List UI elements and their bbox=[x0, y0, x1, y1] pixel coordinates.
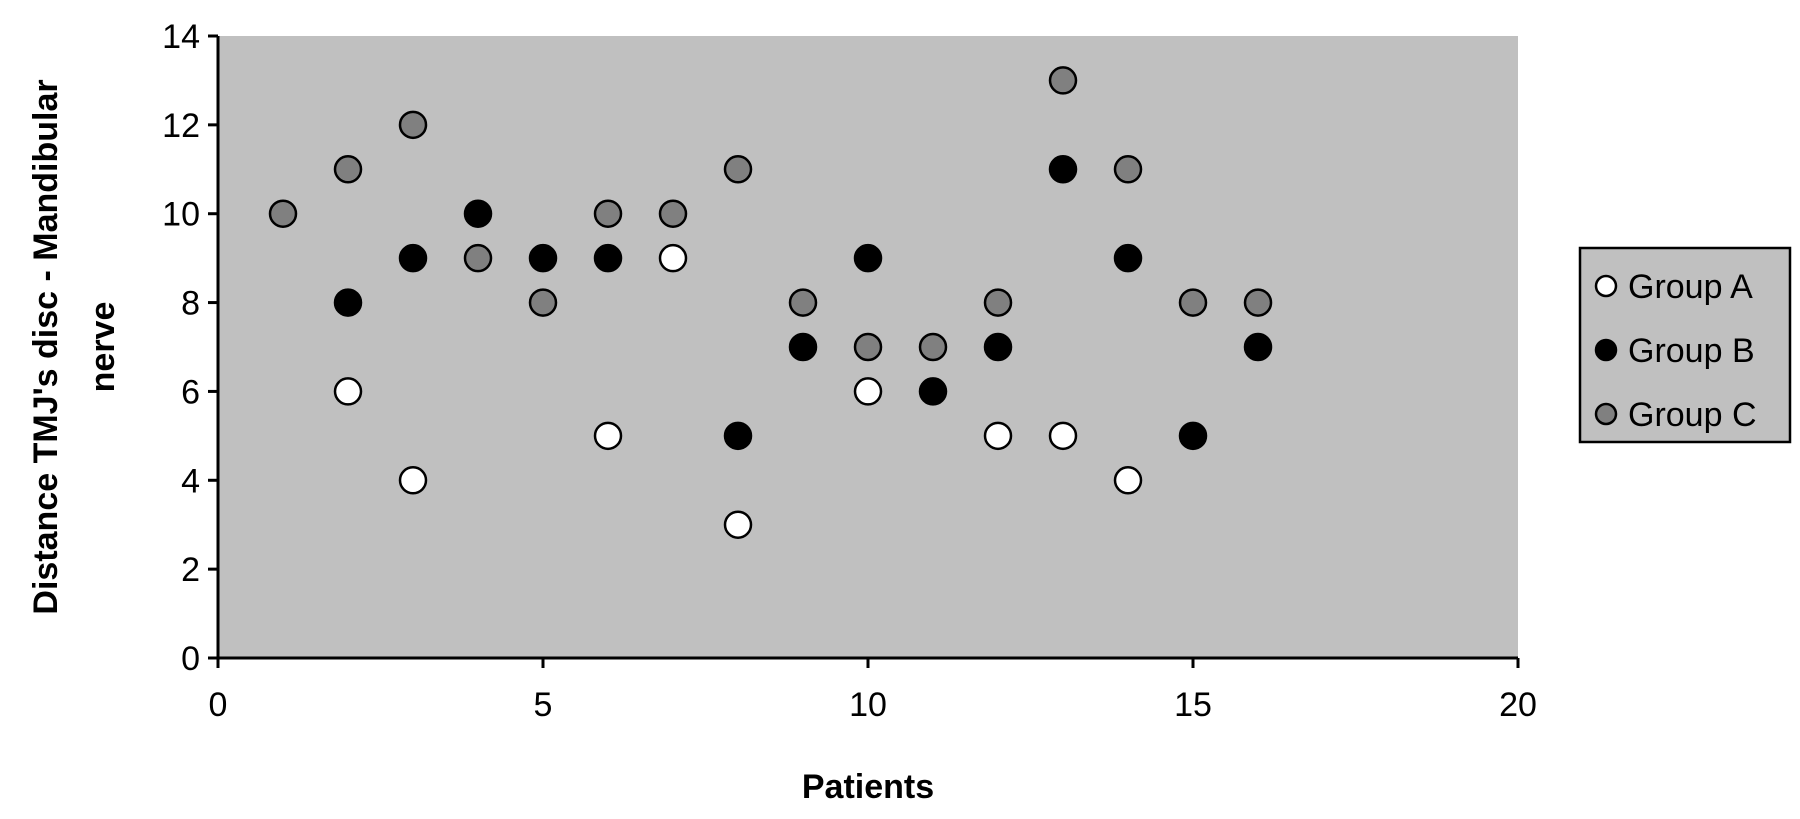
point-group-a bbox=[983, 421, 1013, 451]
point-group-c bbox=[1178, 288, 1208, 317]
y-tick-label: 4 bbox=[181, 462, 200, 500]
legend-label: Group B bbox=[1628, 332, 1755, 370]
point-group-c bbox=[398, 110, 428, 140]
point-group-a bbox=[1048, 421, 1078, 451]
point-group-c bbox=[333, 155, 363, 184]
point-group-c bbox=[1048, 66, 1078, 95]
y-tick-label: 0 bbox=[181, 640, 200, 678]
legend: Group A Group B Group C bbox=[1578, 246, 1792, 444]
point-group-b bbox=[1243, 332, 1273, 362]
legend-marker bbox=[1594, 402, 1618, 426]
point-group-c bbox=[593, 199, 623, 228]
point-group-c bbox=[918, 332, 948, 362]
point-group-b bbox=[723, 421, 753, 451]
point-group-c bbox=[788, 288, 818, 317]
point-group-c bbox=[983, 288, 1013, 317]
point-group-a bbox=[398, 466, 428, 495]
point-group-a bbox=[853, 377, 883, 406]
point-group-a bbox=[1113, 466, 1143, 495]
point-group-b bbox=[463, 199, 493, 228]
point-group-a bbox=[658, 243, 688, 273]
point-group-b bbox=[983, 332, 1013, 362]
point-group-b bbox=[333, 288, 363, 317]
legend-marker bbox=[1594, 274, 1618, 298]
point-group-c bbox=[658, 199, 688, 228]
point-group-b bbox=[528, 243, 558, 273]
y-axis-title-line-1: Distance TMJ's disc - Mandibular bbox=[27, 79, 65, 614]
point-group-a bbox=[333, 377, 363, 406]
point-group-a bbox=[723, 510, 753, 539]
point-group-b bbox=[788, 332, 818, 362]
x-tick-label: 15 bbox=[1174, 686, 1212, 724]
x-tick-label: 0 bbox=[209, 686, 228, 724]
x-tick-label: 5 bbox=[534, 686, 553, 724]
y-tick-label: 2 bbox=[181, 551, 200, 589]
y-tick-label: 10 bbox=[162, 196, 200, 234]
point-group-c bbox=[723, 155, 753, 184]
point-group-b bbox=[918, 377, 948, 406]
y-axis-title-line-2: nerve bbox=[84, 302, 122, 393]
data-points bbox=[268, 66, 1273, 539]
x-tick-label: 20 bbox=[1499, 686, 1537, 724]
legend-label: Group C bbox=[1628, 396, 1757, 434]
point-group-c bbox=[1243, 288, 1273, 317]
y-tick-label: 8 bbox=[181, 285, 200, 323]
x-axis-ticks: 0 5 10 15 20 bbox=[209, 658, 1537, 724]
y-axis-ticks: 0 2 4 6 8 10 12 14 bbox=[162, 18, 218, 678]
point-group-c bbox=[528, 288, 558, 317]
point-group-b bbox=[1113, 243, 1143, 273]
point-group-c bbox=[268, 199, 298, 228]
point-group-b bbox=[853, 243, 883, 273]
y-tick-label: 14 bbox=[162, 18, 200, 56]
y-tick-label: 6 bbox=[181, 373, 200, 411]
point-group-b bbox=[593, 243, 623, 273]
x-tick-label: 10 bbox=[849, 686, 887, 724]
point-group-c bbox=[1113, 155, 1143, 184]
point-group-b bbox=[1178, 421, 1208, 451]
x-axis-title: Patients bbox=[802, 768, 934, 806]
point-group-c bbox=[853, 332, 883, 362]
point-group-c bbox=[463, 243, 493, 273]
point-group-b bbox=[1048, 155, 1078, 184]
point-group-a bbox=[593, 421, 623, 451]
legend-label: Group A bbox=[1628, 268, 1753, 306]
legend-marker bbox=[1594, 338, 1618, 362]
point-group-b bbox=[398, 243, 428, 273]
y-tick-label: 12 bbox=[162, 107, 200, 145]
